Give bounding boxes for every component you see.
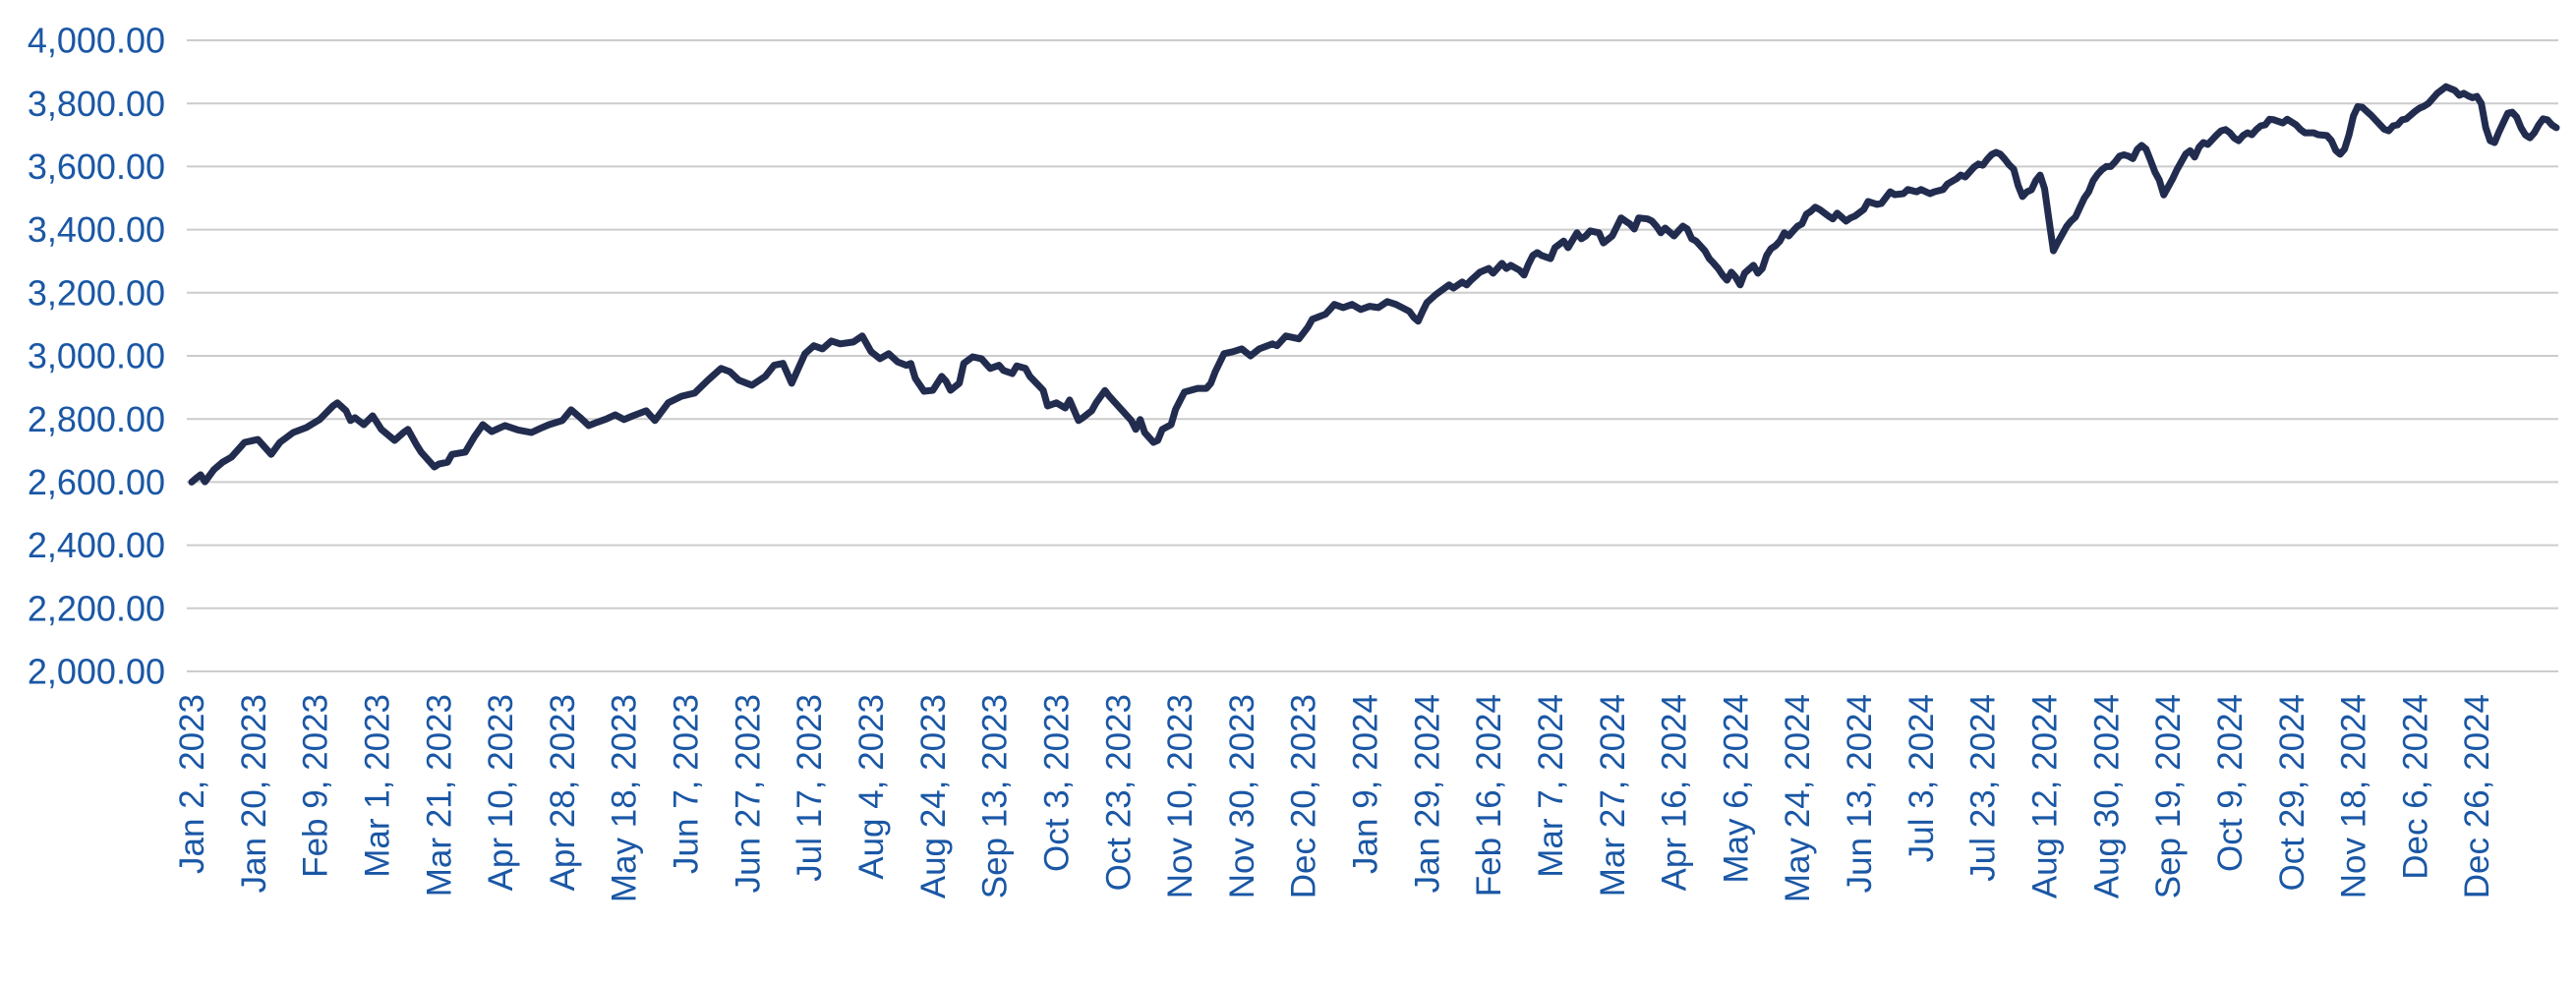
x-axis-tick-label: Jul 3, 2024 <box>1903 694 1941 862</box>
x-axis-tick-label: Mar 7, 2024 <box>1532 694 1570 878</box>
x-axis-tick-label: Nov 18, 2024 <box>2335 694 2373 898</box>
x-axis-tick-label: Oct 23, 2023 <box>1099 694 1138 891</box>
x-axis-tick-label: Mar 21, 2023 <box>420 694 458 897</box>
y-axis-tick-label: 3,800.00 <box>28 84 165 124</box>
x-axis-tick-label: Aug 24, 2023 <box>914 694 953 898</box>
x-axis-tick-label: Aug 12, 2024 <box>2026 694 2065 898</box>
x-axis-tick-label: Sep 19, 2024 <box>2149 694 2188 898</box>
y-axis-tick-label: 2,000.00 <box>28 652 165 692</box>
x-axis-tick-label: Jan 29, 2024 <box>1408 694 1446 893</box>
x-axis-tick-label: Dec 26, 2024 <box>2458 694 2496 898</box>
x-axis-tick-label: Feb 16, 2024 <box>1470 694 1508 897</box>
x-axis-tick-label: Jun 27, 2023 <box>729 694 767 893</box>
x-axis-tick-label: Nov 30, 2023 <box>1223 694 1261 898</box>
y-axis-tick-label: 2,800.00 <box>28 399 165 439</box>
x-axis-tick-label: Jun 7, 2023 <box>668 694 706 874</box>
x-axis-tick-label: Oct 3, 2023 <box>1037 694 1076 872</box>
x-axis-tick-label: Dec 6, 2024 <box>2396 694 2434 880</box>
x-axis-tick-label: Jan 20, 2023 <box>235 694 273 893</box>
gridlines <box>187 39 2558 672</box>
x-axis-tick-label: May 18, 2023 <box>606 694 644 902</box>
x-axis-tick-label: Sep 13, 2023 <box>976 694 1015 898</box>
y-axis-labels: 4,000.00 3,800.00 3,600.00 3,400.00 3,200.00… <box>28 21 165 692</box>
x-axis-tick-label: Feb 9, 2023 <box>297 694 335 878</box>
x-axis-tick-label: Aug 4, 2023 <box>852 694 891 880</box>
x-axis-tick-label: Jan 9, 2024 <box>1347 694 1385 874</box>
x-axis-tick-label: Apr 16, 2024 <box>1656 694 1694 891</box>
x-axis-tick-label: Dec 20, 2023 <box>1285 694 1323 898</box>
x-axis-tick-label: Mar 1, 2023 <box>359 694 397 878</box>
y-axis-tick-label: 2,400.00 <box>28 525 165 565</box>
y-axis-tick-label: 3,600.00 <box>28 146 165 187</box>
x-axis-tick-label: Jul 23, 2024 <box>1964 694 2003 882</box>
x-axis-tick-label: Jul 17, 2023 <box>790 694 829 882</box>
x-axis-tick-label: Oct 9, 2024 <box>2211 694 2250 872</box>
x-axis-tick-label: Oct 29, 2024 <box>2273 694 2312 891</box>
x-axis-tick-label: Apr 28, 2023 <box>544 694 582 891</box>
x-axis-tick-label: Jan 2, 2023 <box>173 694 211 874</box>
y-axis-tick-label: 3,000.00 <box>28 336 165 376</box>
x-axis-tick-label: Mar 27, 2024 <box>1594 694 1632 897</box>
x-axis-tick-label: Jun 13, 2024 <box>1841 694 1879 893</box>
x-axis-labels: Jan 2, 2023 Jan 20, 2023 Feb 9, 2023 Mar 1,… <box>173 694 2496 902</box>
price-line-series <box>188 83 2560 486</box>
y-axis-tick-label: 2,200.00 <box>28 588 165 628</box>
y-axis-tick-label: 2,600.00 <box>28 462 165 502</box>
x-axis-tick-label: Aug 30, 2024 <box>2087 694 2126 898</box>
y-axis-tick-label: 4,000.00 <box>28 21 165 61</box>
x-axis-tick-label: Apr 10, 2023 <box>482 694 520 891</box>
x-axis-tick-label: May 24, 2024 <box>1779 694 1817 902</box>
y-axis-tick-label: 3,400.00 <box>28 209 165 250</box>
x-axis-tick-label: May 6, 2024 <box>1717 694 1755 884</box>
x-axis-tick-label: Nov 10, 2023 <box>1161 694 1200 898</box>
y-axis-tick-label: 3,200.00 <box>28 272 165 313</box>
